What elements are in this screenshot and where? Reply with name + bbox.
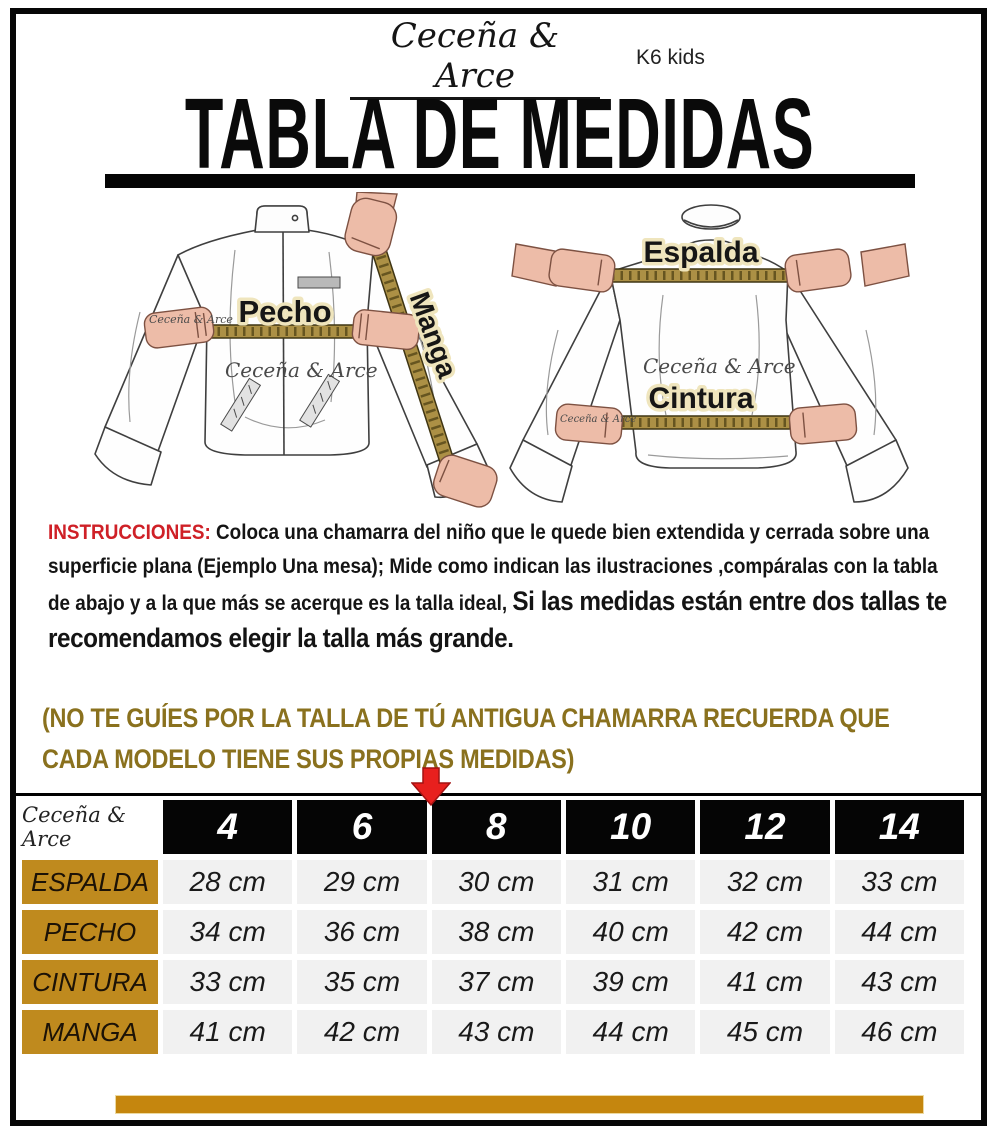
measure-cell: 41 cm — [163, 1010, 293, 1054]
size-column-header: 10 — [565, 800, 696, 854]
back-measure-label: Espalda — [643, 236, 758, 269]
size-column-header: 6 — [297, 800, 427, 854]
measure-cell: 41 cm — [700, 960, 830, 1004]
measure-cell: 28 cm — [163, 860, 293, 904]
measure-cell: 36 cm — [297, 910, 427, 954]
front-pockets — [220, 373, 341, 432]
waist-measure-label: Cintura — [649, 382, 754, 415]
jacket-back-illustration: Ceceña & Arce Ceceña & Arce Espalda Cint… — [509, 204, 910, 503]
measure-cell: 29 cm — [297, 860, 427, 904]
measure-cell: 37 cm — [431, 960, 561, 1004]
tape-measure-waist — [619, 415, 791, 430]
row-label-espalda: ESPALDA — [22, 860, 158, 904]
measure-cell: 45 cm — [700, 1010, 830, 1054]
footer-gold-bar — [115, 1095, 924, 1114]
watermark-script-small: Ceceña & Arce — [560, 414, 636, 425]
hand-illustrations-front — [143, 192, 498, 508]
chest-measure-label: Pecho — [238, 294, 331, 329]
row-label-cintura: CINTURA — [22, 960, 158, 1004]
row-label-manga: MANGA — [22, 1010, 158, 1054]
size-warning-note: (NO TE GUÍES POR LA TALLA DE TÚ ANTIGUA … — [42, 703, 890, 774]
instructions-paragraph: INSTRUCCIONES: Coloca una chamarra del n… — [48, 516, 953, 658]
watermark-script: Ceceña & Arce — [225, 358, 378, 382]
size-table: Ceceña & Arce 4 6 8 10 12 14 ESPALDA 28 … — [22, 800, 964, 1054]
instructions-emphasis: Si las medidas están entre dos tallas te… — [48, 586, 947, 653]
measure-cell: 40 cm — [565, 910, 696, 954]
size-column-header: 14 — [834, 800, 964, 854]
measure-cell: 46 cm — [834, 1010, 964, 1054]
measure-cell: 35 cm — [297, 960, 427, 1004]
instructions-heading: INSTRUCCIONES: — [48, 521, 211, 544]
measure-cell: 42 cm — [297, 1010, 427, 1054]
measure-cell: 44 cm — [565, 1010, 696, 1054]
jacket-front-illustration: Ceceña & Arce Ceceña & Arce Pecho Manga — [94, 192, 498, 508]
measure-cell: 38 cm — [431, 910, 561, 954]
measure-cell: 43 cm — [431, 1010, 561, 1054]
chest-pocket-mark — [297, 276, 341, 289]
row-label-pecho: PECHO — [22, 910, 158, 954]
hand-illustrations-back — [511, 243, 910, 445]
instructions-body: Coloca una chamarra del niño que le qued… — [48, 521, 938, 615]
highlight-arrow-icon — [411, 767, 451, 807]
measure-cell: 32 cm — [700, 860, 830, 904]
brand-logo: Ceceña & Arce — [350, 16, 600, 100]
size-column-header: 12 — [700, 800, 830, 854]
measure-cell: 39 cm — [565, 960, 696, 1004]
watermark-script: Ceceña & Arce — [643, 354, 796, 378]
table-top-rule — [16, 793, 981, 796]
size-column-header: 4 — [163, 800, 293, 854]
table-brand-cell: Ceceña & Arce — [22, 800, 158, 854]
measure-cell: 42 cm — [700, 910, 830, 954]
brand-logo-text: Ceceña & Arce — [350, 16, 600, 100]
measure-cell: 33 cm — [834, 860, 964, 904]
measure-cell: 43 cm — [834, 960, 964, 1004]
size-column-header: 8 — [431, 800, 561, 854]
title-underline-bar — [105, 174, 915, 188]
measure-cell: 44 cm — [834, 910, 964, 954]
watermark-script-small: Ceceña & Arce — [149, 313, 233, 326]
measure-cell: 33 cm — [163, 960, 293, 1004]
measure-cell: 31 cm — [565, 860, 696, 904]
measure-cell: 30 cm — [431, 860, 561, 904]
collection-label: K6 kids — [636, 46, 705, 69]
measure-cell: 34 cm — [163, 910, 293, 954]
page-title: TABLA DE MEDIDAS — [184, 78, 815, 190]
tape-measure-back — [609, 268, 789, 283]
